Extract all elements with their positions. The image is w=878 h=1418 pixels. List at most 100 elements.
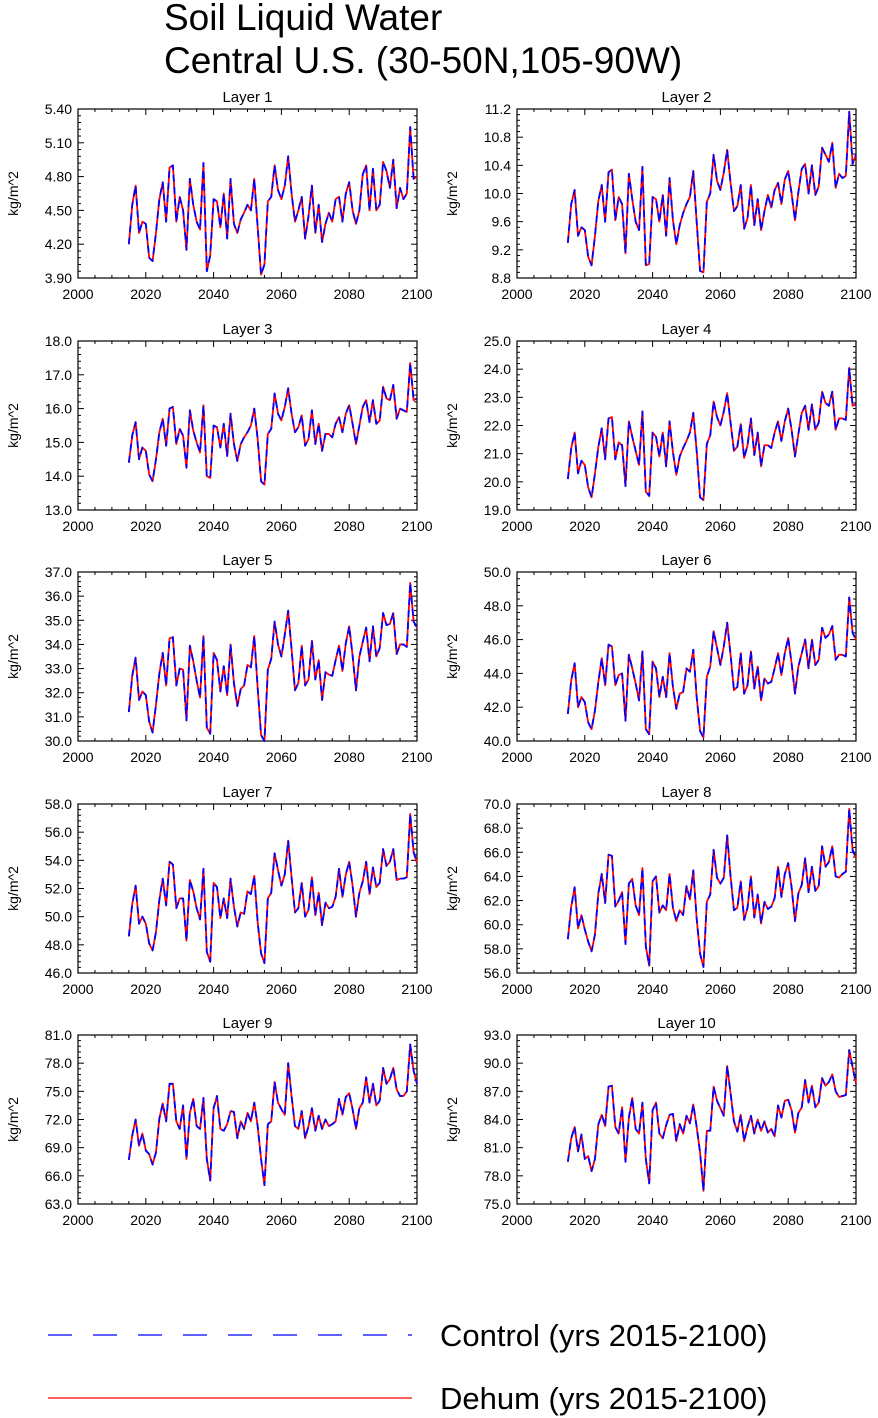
y-axis-label: kg/m^2 [5, 1097, 21, 1142]
panel-title: Layer 7 [222, 784, 272, 801]
y-tick-label: 60.0 [484, 917, 511, 933]
y-tick-label: 58.0 [45, 796, 72, 812]
x-tick-label: 2040 [198, 518, 229, 534]
panel-10: Layer 10 2000 2020 2040 2060 2080 2100 75.0 78.0… [444, 1015, 872, 1228]
y-tick-label: 70.0 [484, 796, 511, 812]
x-tick-label: 2080 [334, 286, 365, 302]
y-tick-label: 72.0 [45, 1112, 72, 1128]
x-tick-label: 2080 [773, 749, 804, 765]
y-tick-label: 30.0 [45, 733, 72, 749]
y-tick-label: 58.0 [484, 941, 511, 957]
y-tick-label: 8.8 [492, 270, 512, 286]
panel-title: Layer 2 [661, 89, 711, 106]
y-axis-label: kg/m^2 [5, 403, 21, 448]
y-axis-label: kg/m^2 [444, 403, 460, 448]
series-line-control [566, 1049, 857, 1192]
x-tick-label: 2040 [198, 286, 229, 302]
panel-1: Layer 1 2000 2020 2040 2060 2080 2100 3.90 4.20 4… [5, 89, 433, 302]
plot-frame [77, 340, 418, 511]
y-tick-label: 62.0 [484, 893, 511, 909]
x-tick-label: 2000 [501, 518, 532, 534]
series-line-dehum [127, 581, 418, 742]
y-tick-label: 46.0 [45, 965, 72, 981]
x-tick-label: 2060 [705, 981, 736, 997]
plot-frame [77, 803, 418, 974]
panels-group: Layer 1 2000 2020 2040 2060 2080 2100 3.90 4.20 4… [5, 89, 872, 1228]
y-tick-label: 40.0 [484, 733, 511, 749]
x-tick-label: 2040 [637, 749, 668, 765]
series-line-control [566, 110, 857, 274]
plot-frame [516, 108, 857, 279]
panel-title: Layer 4 [661, 321, 711, 338]
panel-title: Layer 1 [222, 89, 272, 106]
series-line-dehum [127, 812, 418, 965]
series-line-dehum [566, 807, 857, 968]
series-line-control [127, 581, 418, 742]
panel-2: Layer 2 2000 2020 2040 2060 2080 2100 8.8 9.2 9.6… [444, 89, 872, 302]
series-line-dehum [127, 1043, 418, 1187]
y-tick-label: 25.0 [484, 333, 511, 349]
series-line-dehum [566, 596, 857, 739]
y-tick-label: 23.0 [484, 389, 511, 405]
y-tick-label: 69.0 [45, 1140, 72, 1156]
x-tick-label: 2040 [637, 1212, 668, 1228]
y-tick-label: 20.0 [484, 474, 511, 490]
y-tick-label: 66.0 [484, 844, 511, 860]
x-tick-label: 2100 [840, 749, 871, 765]
y-tick-label: 68.0 [484, 820, 511, 836]
x-tick-label: 2060 [266, 286, 297, 302]
panel-title: Layer 8 [661, 784, 711, 801]
x-tick-label: 2060 [266, 749, 297, 765]
x-tick-label: 2020 [130, 1212, 161, 1228]
x-tick-label: 2080 [773, 286, 804, 302]
x-tick-label: 2000 [62, 286, 93, 302]
series-line-control [566, 596, 857, 739]
y-axis-label: kg/m^2 [444, 1097, 460, 1142]
panel-title: Layer 5 [222, 552, 272, 569]
x-tick-label: 2000 [501, 286, 532, 302]
y-tick-label: 56.0 [484, 965, 511, 981]
panel-title: Layer 10 [657, 1015, 715, 1032]
y-tick-label: 10.4 [484, 157, 511, 173]
y-tick-label: 11.2 [485, 101, 511, 117]
y-tick-label: 87.0 [484, 1083, 511, 1099]
y-tick-label: 35.0 [45, 612, 72, 628]
y-tick-label: 19.0 [484, 502, 511, 518]
y-tick-label: 4.80 [45, 169, 72, 185]
y-tick-label: 21.0 [484, 446, 511, 462]
y-tick-label: 32.0 [45, 685, 72, 701]
y-tick-label: 78.0 [45, 1055, 72, 1071]
panel-6: Layer 6 2000 2020 2040 2060 2080 2100 40.0 42.0 4… [444, 552, 872, 765]
x-tick-label: 2060 [705, 1212, 736, 1228]
y-tick-label: 56.0 [45, 824, 72, 840]
x-tick-label: 2020 [569, 1212, 600, 1228]
x-tick-label: 2100 [401, 1212, 432, 1228]
y-tick-label: 75.0 [484, 1196, 511, 1212]
series-line-control [566, 807, 857, 968]
y-tick-label: 17.0 [45, 367, 72, 383]
legend-label-dehum: Dehum (yrs 2015-2100) [440, 1381, 767, 1416]
y-tick-label: 42.0 [484, 699, 511, 715]
x-tick-label: 2020 [130, 286, 161, 302]
y-axis-label: kg/m^2 [444, 866, 460, 911]
x-tick-label: 2060 [266, 981, 297, 997]
series-line-dehum [566, 110, 857, 274]
x-tick-label: 2040 [637, 518, 668, 534]
y-tick-label: 46.0 [484, 632, 511, 648]
x-tick-label: 2040 [198, 1212, 229, 1228]
panel-title: Layer 3 [222, 321, 272, 338]
x-tick-label: 2000 [501, 981, 532, 997]
y-tick-label: 4.50 [45, 202, 72, 218]
series-line-control [127, 812, 418, 965]
x-tick-label: 2020 [130, 518, 161, 534]
y-tick-label: 16.0 [45, 401, 72, 417]
x-tick-label: 2100 [401, 981, 432, 997]
y-tick-label: 50.0 [45, 909, 72, 925]
x-tick-label: 2080 [334, 1212, 365, 1228]
series-line-control [127, 126, 418, 276]
legend-label-control: Control (yrs 2015-2100) [440, 1318, 767, 1353]
y-tick-label: 36.0 [45, 588, 72, 604]
y-tick-label: 5.10 [45, 135, 72, 151]
y-tick-label: 9.6 [492, 214, 512, 230]
figure-title-line1: Soil Liquid Water [164, 0, 442, 38]
